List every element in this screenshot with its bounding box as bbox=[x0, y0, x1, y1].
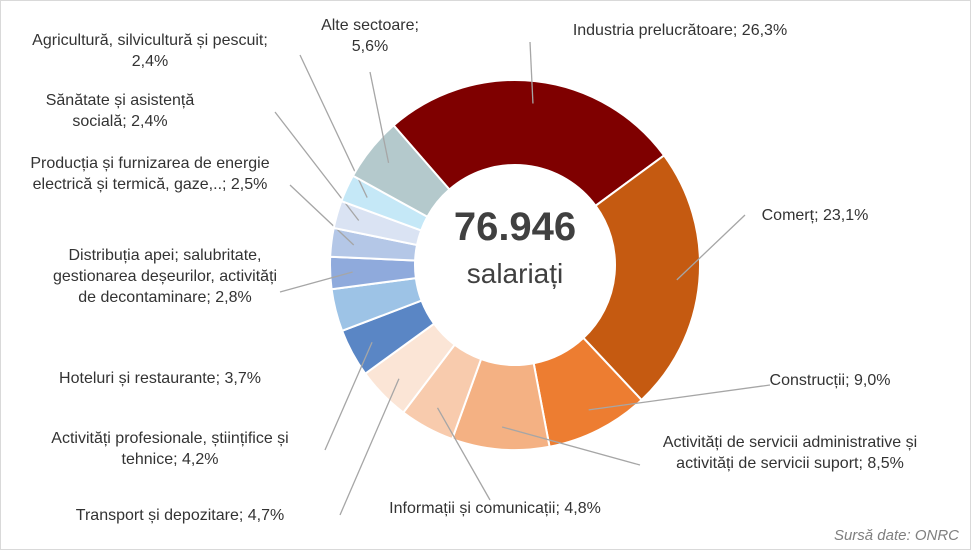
leader-line bbox=[529, 41, 534, 104]
slice-label: Informații și comunicații; 4,8% bbox=[365, 498, 625, 519]
slice-label: Agricultură, silvicultură și pescuit; 2,… bbox=[25, 30, 275, 72]
value-label: 2,5% bbox=[230, 176, 268, 193]
slice-label: Transport și depozitare; 4,7% bbox=[30, 505, 330, 526]
category-name: Alte sectoare; bbox=[321, 17, 419, 34]
slice bbox=[392, 79, 666, 208]
value-label: 3,7% bbox=[224, 370, 261, 387]
slice-label: Activități profesionale, științifice și … bbox=[30, 428, 310, 470]
value-label: 5,6% bbox=[351, 38, 389, 55]
category-name: Producția și furnizarea de energie elect… bbox=[30, 155, 270, 193]
value-label: 2,8% bbox=[215, 289, 252, 306]
value-label: 2,4% bbox=[131, 113, 168, 130]
slice bbox=[581, 154, 701, 402]
category-name: Transport și depozitare; bbox=[75, 507, 244, 524]
leader-line bbox=[279, 271, 353, 293]
category-name: Activități profesionale, științifice și … bbox=[51, 430, 289, 468]
slice-label: Producția și furnizarea de energie elect… bbox=[20, 153, 280, 195]
leader-line bbox=[274, 111, 360, 221]
category-name: Hoteluri și restaurante; bbox=[59, 370, 221, 387]
category-name: Informații și comunicații; bbox=[389, 500, 560, 517]
center-value: 76.946 bbox=[453, 205, 577, 249]
center-label: salariați bbox=[466, 258, 564, 289]
slice bbox=[351, 123, 451, 219]
value-label: 4,7% bbox=[247, 507, 285, 524]
value-label: 2,4% bbox=[131, 53, 169, 70]
leader-line bbox=[588, 384, 771, 411]
leader-line bbox=[369, 71, 390, 164]
leader-line bbox=[289, 184, 355, 246]
leader-line bbox=[676, 214, 746, 281]
category-name: Activități de servicii administrative și… bbox=[662, 434, 918, 472]
slice-label: Distribuția apei; salubritate, gestionar… bbox=[50, 245, 280, 308]
category-name: Agricultură, silvicultură și pescuit; bbox=[32, 32, 268, 49]
category-name: Construcții; bbox=[769, 372, 850, 389]
slice-label: Hoteluri și restaurante; 3,7% bbox=[10, 368, 310, 389]
slice-label: Sănătate și asistență socială; 2,4% bbox=[20, 90, 220, 132]
value-label: 9,0% bbox=[854, 372, 891, 389]
value-label: 23,1% bbox=[822, 207, 869, 224]
category-name: Sănătate și asistență socială; bbox=[45, 92, 195, 130]
slice-label: Construcții; 9,0% bbox=[760, 370, 900, 391]
leader-line bbox=[501, 426, 641, 466]
category-name: Distribuția apei; salubritate, gestionar… bbox=[52, 247, 278, 306]
value-label: 26,3% bbox=[741, 22, 788, 39]
slice-label: Industria prelucrătoare; 26,3% bbox=[555, 20, 805, 41]
leader-line bbox=[436, 407, 491, 501]
leader-line bbox=[324, 342, 373, 451]
value-label: 8,5% bbox=[867, 455, 904, 472]
value-label: 4,2% bbox=[182, 451, 219, 468]
slice-label: Comerț; 23,1% bbox=[735, 205, 895, 226]
slice-label: Activități de servicii administrative și… bbox=[640, 432, 940, 474]
source: Sursă date: ONRC bbox=[833, 527, 959, 544]
category-name: Comerț; bbox=[761, 207, 819, 224]
category-name: Industria prelucrătoare; bbox=[572, 22, 738, 39]
leader-line bbox=[339, 378, 400, 516]
value-label: 4,8% bbox=[564, 500, 601, 517]
slice-label: Alte sectoare; 5,6% bbox=[305, 15, 435, 57]
